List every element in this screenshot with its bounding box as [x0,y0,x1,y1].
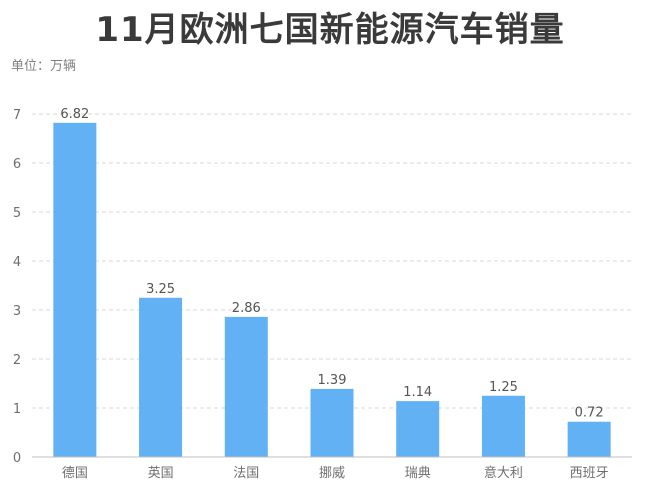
y-tick-label: 6 [13,157,21,172]
x-tick-label: 英国 [148,466,174,481]
unit-label: 单位：万辆 [11,59,77,74]
x-tick-label: 法国 [233,466,259,481]
x-tick-label: 西班牙 [570,466,609,481]
bar [310,388,354,457]
y-tick-label: 5 [13,206,21,221]
x-axis-ticks: 德国 英国 法国 挪威 瑞典 意大利 西班牙 [62,465,609,481]
y-tick-label: 3 [13,304,21,319]
data-label: 1.39 [318,373,347,388]
gridlines [32,113,632,409]
data-label: 1.25 [489,380,518,395]
x-tick-label: 意大利 [484,465,523,481]
bar [481,395,525,457]
bar [396,401,440,457]
y-tick-label: 4 [13,255,21,270]
data-label: 1.14 [403,385,432,400]
data-labels: 6.82 3.25 2.86 1.39 1.14 1.25 0.72 [60,107,603,421]
x-tick-label: 挪威 [319,466,345,481]
data-label: 2.86 [232,301,261,316]
y-tick-label: 2 [13,353,21,368]
x-tick-label: 瑞典 [405,466,431,481]
y-axis-ticks: 0 1 2 3 4 5 6 7 [13,108,21,466]
data-label: 3.25 [146,282,175,297]
chart-title: 11月欧洲七国新能源汽车销量 [95,10,565,50]
bars [53,122,611,457]
data-label: 0.72 [575,406,604,421]
bar [53,122,97,457]
y-tick-label: 0 [13,451,21,466]
data-label: 6.82 [60,107,89,122]
bar [224,316,268,457]
bar [567,421,611,457]
y-tick-label: 7 [13,108,21,123]
bar [139,297,183,457]
y-tick-label: 1 [13,402,21,417]
x-tick-label: 德国 [62,466,88,481]
